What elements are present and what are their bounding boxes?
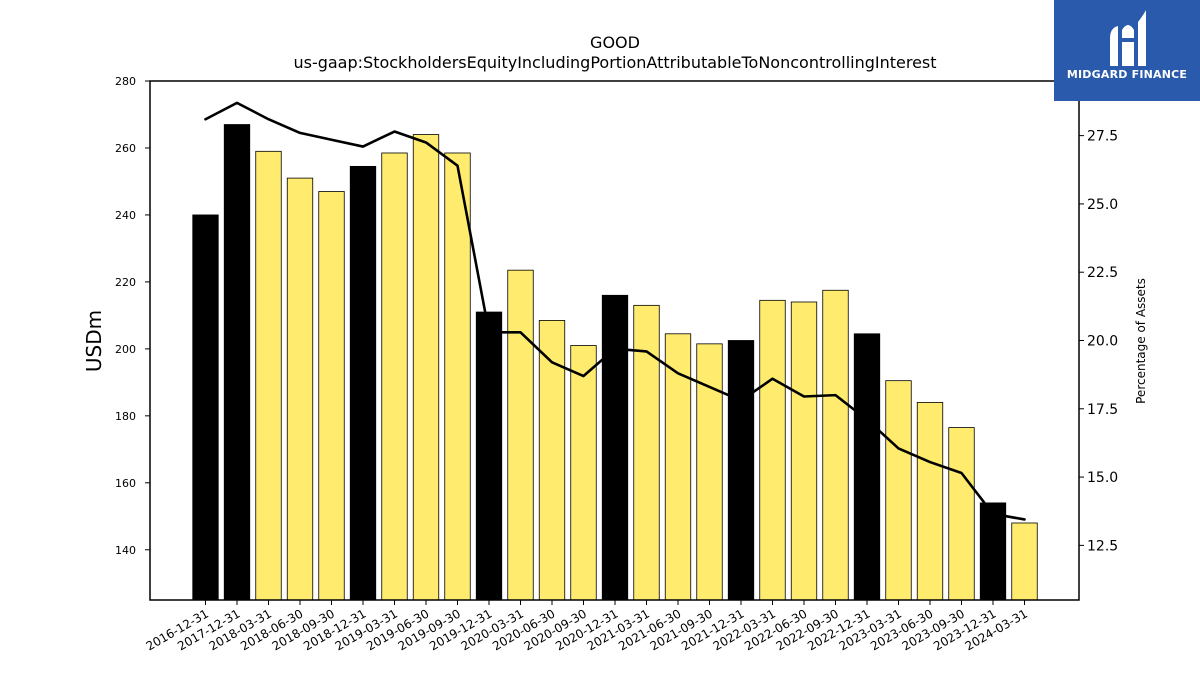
bar-2022-12-31 bbox=[853, 333, 881, 601]
bar-2018-06-30 bbox=[286, 177, 314, 601]
logo-text: MIDGARD FINANCE bbox=[1066, 68, 1188, 81]
line-group bbox=[204, 101, 1026, 521]
bar-2023-12-31 bbox=[979, 502, 1007, 601]
logo-mark-icon bbox=[1110, 10, 1146, 66]
y2-tick-label-12.5: 12.5 bbox=[1087, 538, 1118, 554]
chart-subtitle: us-gaap:StockholdersEquityIncludingPorti… bbox=[293, 53, 936, 72]
bar-2023-09-30 bbox=[948, 427, 975, 601]
bar-2019-12-31 bbox=[475, 311, 503, 601]
y-tick-label-220: 220 bbox=[115, 276, 136, 289]
y2-tick-label-22.5: 22.5 bbox=[1087, 265, 1118, 281]
bar-2022-06-30 bbox=[790, 301, 818, 601]
y-tick-label-180: 180 bbox=[115, 410, 136, 423]
bars-group bbox=[192, 124, 1038, 601]
bar-2021-03-31 bbox=[633, 304, 660, 601]
bar-2023-03-31 bbox=[885, 380, 912, 601]
bar-2021-12-31 bbox=[727, 340, 755, 601]
y2-tick-label-27.5: 27.5 bbox=[1087, 129, 1118, 145]
bar-2018-03-31 bbox=[255, 150, 282, 601]
y2-axis-label: Percentage of Assets bbox=[1134, 278, 1148, 404]
y2-tick-label-20: 20.0 bbox=[1087, 334, 1118, 350]
bar-2018-12-31 bbox=[349, 165, 377, 601]
y-tick-label-280: 280 bbox=[115, 75, 136, 88]
bar-2018-09-30 bbox=[318, 191, 345, 601]
bar-2016-12-31 bbox=[192, 214, 219, 601]
bar-2020-03-31 bbox=[507, 269, 534, 601]
bar-2023-06-30 bbox=[916, 402, 944, 601]
y-tick-label-140: 140 bbox=[115, 544, 136, 557]
bar-2017-12-31 bbox=[223, 124, 251, 601]
y2-tick-label-17.5: 17.5 bbox=[1087, 402, 1118, 418]
bar-2022-03-31 bbox=[759, 299, 786, 601]
bar-2020-09-30 bbox=[570, 345, 597, 601]
y-tick-label-260: 260 bbox=[115, 142, 136, 155]
bar-2024-03-31 bbox=[1011, 522, 1038, 601]
y-tick-label-200: 200 bbox=[115, 343, 136, 356]
bar-2019-09-30 bbox=[444, 152, 471, 601]
bar-2020-12-31 bbox=[601, 294, 629, 601]
bar-2022-09-30 bbox=[822, 289, 849, 601]
y2-tick-label-15: 15.0 bbox=[1087, 470, 1118, 486]
y-tick-label-160: 160 bbox=[115, 477, 136, 490]
series-line bbox=[204, 101, 1026, 521]
bar-2019-06-30 bbox=[412, 134, 440, 601]
bar-2021-09-30 bbox=[696, 343, 723, 601]
y2-tick-label-25: 25.0 bbox=[1087, 197, 1118, 213]
y-tick-label-240: 240 bbox=[115, 209, 136, 222]
y-axis-label: USDm bbox=[82, 310, 106, 372]
logo: MIDGARD FINANCE bbox=[1054, 0, 1200, 101]
chart-title: GOOD bbox=[590, 33, 640, 52]
bar-2019-03-31 bbox=[381, 152, 408, 601]
